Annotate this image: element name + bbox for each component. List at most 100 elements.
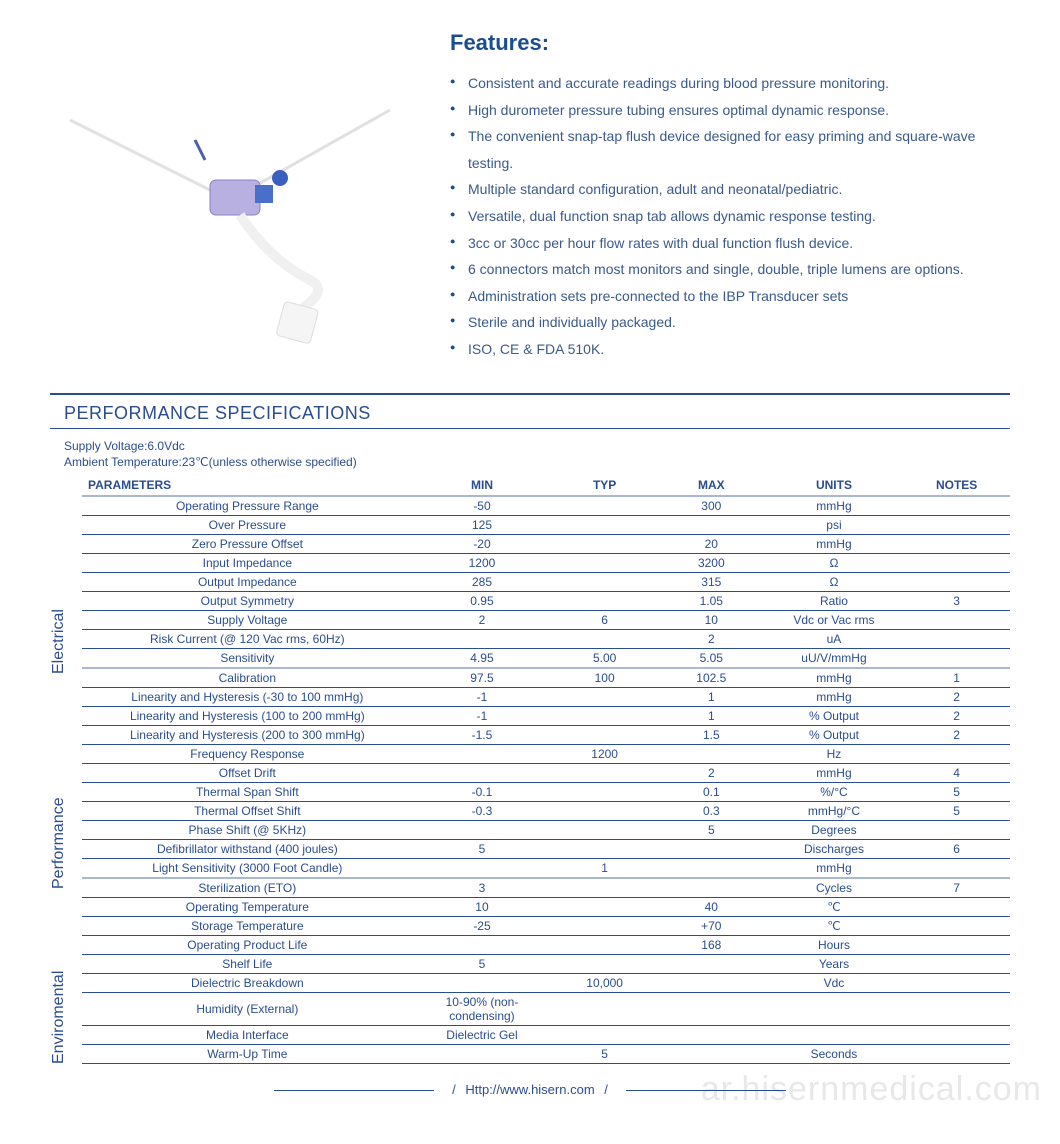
table-cell: 10 <box>658 610 765 629</box>
table-row: Linearity and Hysteresis (200 to 300 mmH… <box>82 725 1010 744</box>
table-cell: Over Pressure <box>82 515 413 534</box>
table-cell: Phase Shift (@ 5KHz) <box>82 820 413 839</box>
table-cell: % Output <box>765 725 904 744</box>
table-row: Zero Pressure Offset-2020mmHg <box>82 534 1010 553</box>
table-cell <box>765 992 904 1025</box>
table-cell: mmHg <box>765 858 904 878</box>
table-cell: 1 <box>903 668 1010 688</box>
feature-item: ISO, CE & FDA 510K. <box>450 336 1010 363</box>
feature-item: Consistent and accurate readings during … <box>450 70 1010 97</box>
table-header-cell: TYP <box>551 475 658 496</box>
table-cell <box>551 782 658 801</box>
table-cell: Cycles <box>765 878 904 898</box>
table-cell: -0.1 <box>413 782 552 801</box>
table-row: Thermal Offset Shift-0.30.3mmHg/°C5 <box>82 801 1010 820</box>
table-cell: 1 <box>658 706 765 725</box>
table-cell: 6 <box>551 610 658 629</box>
table-cell: -1.5 <box>413 725 552 744</box>
table-row: Operating Product Life168Hours <box>82 935 1010 954</box>
table-cell <box>903 916 1010 935</box>
table-cell: psi <box>765 515 904 534</box>
table-cell <box>658 1044 765 1063</box>
table-cell <box>551 496 658 516</box>
table-row: Risk Current (@ 120 Vac rms, 60Hz)2uA <box>82 629 1010 648</box>
table-cell <box>765 1025 904 1044</box>
table-cell: -20 <box>413 534 552 553</box>
table-row: Operating Pressure Range-50300mmHg <box>82 496 1010 516</box>
table-cell: 5 <box>413 839 552 858</box>
table-cell <box>551 515 658 534</box>
table-cell: Linearity and Hysteresis (-30 to 100 mmH… <box>82 687 413 706</box>
table-cell <box>903 496 1010 516</box>
table-header-cell: MAX <box>658 475 765 496</box>
feature-item: The convenient snap-tap flush device des… <box>450 123 1010 176</box>
table-row: Over Pressure125psi <box>82 515 1010 534</box>
table-row: Storage Temperature-25+70℃ <box>82 916 1010 935</box>
table-cell <box>551 839 658 858</box>
table-row: Supply Voltage2610Vdc or Vac rms <box>82 610 1010 629</box>
table-cell: mmHg <box>765 668 904 688</box>
table-header-cell: PARAMETERS <box>82 475 413 496</box>
table-cell <box>658 954 765 973</box>
table-cell: Sensitivity <box>82 648 413 668</box>
table-header-cell: UNITS <box>765 475 904 496</box>
table-cell: Media Interface <box>82 1025 413 1044</box>
spec-rule-mid <box>50 428 1010 429</box>
table-row: Output Symmetry0.951.05Ratio3 <box>82 591 1010 610</box>
table-row: Shelf Life5Years <box>82 954 1010 973</box>
table-cell: Operating Product Life <box>82 935 413 954</box>
group-label: Electrical <box>50 609 68 674</box>
table-cell: 5 <box>658 820 765 839</box>
table-cell <box>551 706 658 725</box>
table-cell: Linearity and Hysteresis (200 to 300 mmH… <box>82 725 413 744</box>
table-cell <box>551 801 658 820</box>
feature-item: Administration sets pre-connected to the… <box>450 283 1010 310</box>
table-cell: 285 <box>413 572 552 591</box>
table-cell: 5.00 <box>551 648 658 668</box>
table-cell: % Output <box>765 706 904 725</box>
table-cell: 7 <box>903 878 1010 898</box>
table-cell: 1.5 <box>658 725 765 744</box>
table-cell: Defibrillator withstand (400 joules) <box>82 839 413 858</box>
table-cell: Linearity and Hysteresis (100 to 200 mmH… <box>82 706 413 725</box>
table-cell: Dielectric Gel <box>413 1025 552 1044</box>
table-cell: Storage Temperature <box>82 916 413 935</box>
table-cell: 4.95 <box>413 648 552 668</box>
table-cell <box>413 858 552 878</box>
table-cell: Light Sensitivity (3000 Foot Candle) <box>82 858 413 878</box>
table-row: Frequency Response1200Hz <box>82 744 1010 763</box>
table-cell: Dielectric Breakdown <box>82 973 413 992</box>
product-image <box>50 30 420 350</box>
table-cell: mmHg <box>765 763 904 782</box>
table-row: Phase Shift (@ 5KHz) 5Degrees <box>82 820 1010 839</box>
table-cell: 1200 <box>551 744 658 763</box>
table-cell: 1200 <box>413 553 552 572</box>
table-cell <box>658 515 765 534</box>
table-cell <box>903 954 1010 973</box>
table-cell <box>658 839 765 858</box>
table-row: Output Impedance285315Ω <box>82 572 1010 591</box>
table-cell: Ω <box>765 572 904 591</box>
features-title: Features: <box>450 30 1010 56</box>
table-cell: 97.5 <box>413 668 552 688</box>
table-cell: Output Symmetry <box>82 591 413 610</box>
top-section: Features: Consistent and accurate readin… <box>50 30 1010 363</box>
table-cell: 168 <box>658 935 765 954</box>
table-cell: Discharges <box>765 839 904 858</box>
table-cell: uU/V/mmHg <box>765 648 904 668</box>
table-cell: mmHg/°C <box>765 801 904 820</box>
table-cell: ℃ <box>765 916 904 935</box>
table-cell: Seconds <box>765 1044 904 1063</box>
table-cell: 6 <box>903 839 1010 858</box>
table-row: Input Impedance12003200Ω <box>82 553 1010 572</box>
table-cell: Vdc or Vac rms <box>765 610 904 629</box>
spec-title: PERFORMANCE SPECIFICATIONS <box>64 403 1010 424</box>
table-cell <box>903 515 1010 534</box>
table-cell: 3 <box>413 878 552 898</box>
table-cell: Degrees <box>765 820 904 839</box>
table-cell: Operating Pressure Range <box>82 496 413 516</box>
table-cell: mmHg <box>765 687 904 706</box>
table-cell: Vdc <box>765 973 904 992</box>
table-cell <box>551 572 658 591</box>
table-cell: Operating Temperature <box>82 897 413 916</box>
